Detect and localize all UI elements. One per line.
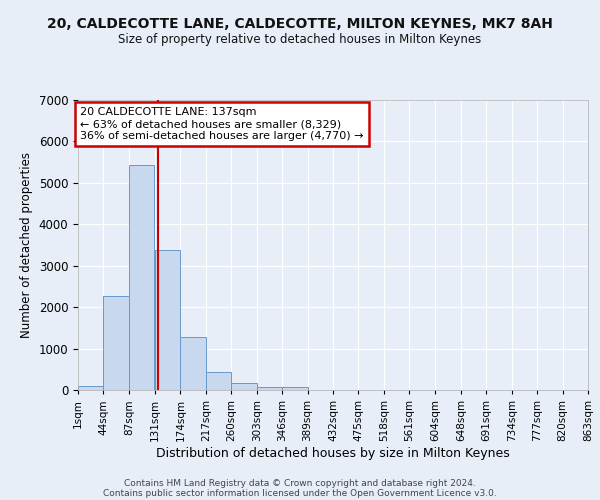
X-axis label: Distribution of detached houses by size in Milton Keynes: Distribution of detached houses by size …: [156, 446, 510, 460]
Y-axis label: Number of detached properties: Number of detached properties: [20, 152, 33, 338]
Text: 20, CALDECOTTE LANE, CALDECOTTE, MILTON KEYNES, MK7 8AH: 20, CALDECOTTE LANE, CALDECOTTE, MILTON …: [47, 18, 553, 32]
Text: Contains HM Land Registry data © Crown copyright and database right 2024.: Contains HM Land Registry data © Crown c…: [124, 478, 476, 488]
Bar: [155, 250, 181, 390]
Bar: [103, 296, 129, 390]
Bar: [282, 387, 308, 390]
Bar: [257, 387, 282, 390]
Bar: [78, 386, 103, 390]
Bar: [206, 372, 231, 390]
Text: Size of property relative to detached houses in Milton Keynes: Size of property relative to detached ho…: [118, 32, 482, 46]
Text: 20 CALDECOTTE LANE: 137sqm
← 63% of detached houses are smaller (8,329)
36% of s: 20 CALDECOTTE LANE: 137sqm ← 63% of deta…: [80, 108, 364, 140]
Text: Contains public sector information licensed under the Open Government Licence v3: Contains public sector information licen…: [103, 488, 497, 498]
Bar: [181, 336, 206, 390]
Bar: [129, 165, 154, 390]
Bar: [231, 384, 257, 390]
